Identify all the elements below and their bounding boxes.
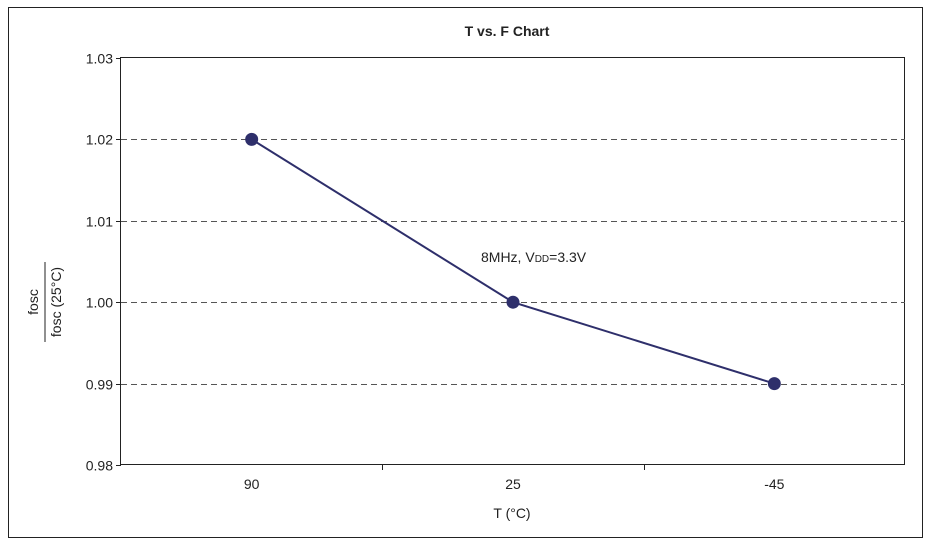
x-axis-title: T (°C) [493, 505, 530, 521]
y-tick-label: 1.03 [86, 51, 113, 67]
y-tick-label: 1.02 [86, 132, 113, 148]
x-tick-label: -45 [764, 476, 784, 492]
x-tick-label: 90 [244, 476, 260, 492]
y-axis-ticks: 0.98 0.99 1.00 1.01 1.02 1.03 [86, 51, 121, 474]
y-tick-label: 1.00 [86, 295, 113, 311]
y-tick-label: 0.99 [86, 377, 113, 393]
annotation-suffix: =3.3V [549, 249, 587, 265]
x-axis-ticks: 90 25 -45 [244, 465, 785, 492]
chart-title: T vs. F Chart [465, 23, 550, 39]
plot-area [120, 57, 905, 465]
y-tick-label: 0.98 [86, 458, 113, 474]
x-tick-label: 25 [505, 476, 521, 492]
data-point [245, 132, 259, 146]
outer-frame [8, 7, 923, 538]
data-point [767, 377, 781, 391]
series-line [245, 132, 781, 391]
y-axis-title: fosc fosc (25°C) [25, 262, 64, 342]
annotation-label: 8MHz, VDD=3.3V [481, 249, 587, 265]
data-point [506, 295, 520, 309]
y-axis-title-denominator: fosc (25°C) [48, 267, 64, 337]
annotation-prefix: 8MHz, V [481, 249, 535, 265]
y-tick-label: 1.01 [86, 214, 113, 230]
y-axis-title-numerator: fosc [25, 289, 41, 315]
annotation-subscript: DD [535, 254, 549, 265]
